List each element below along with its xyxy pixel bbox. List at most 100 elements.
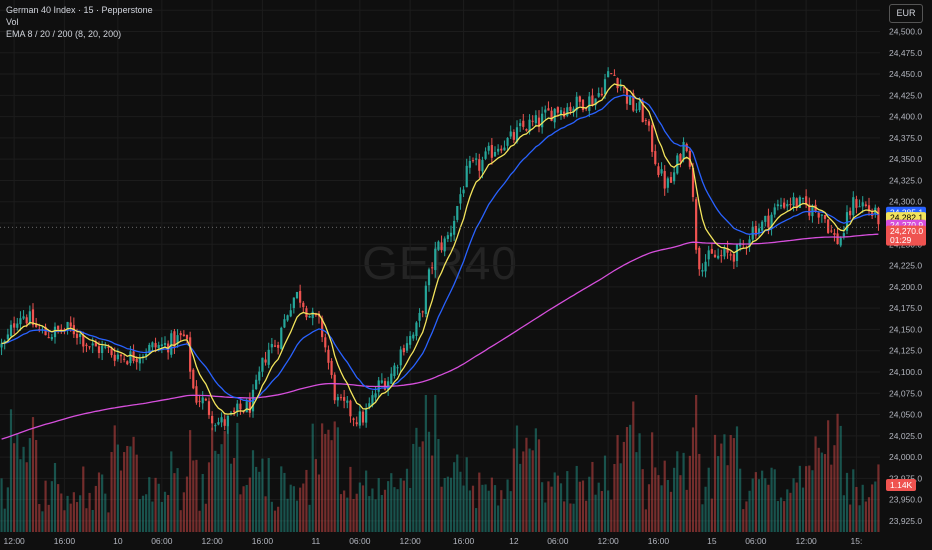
x-tick-label: 15: <box>851 536 863 546</box>
currency-button[interactable]: EUR <box>889 4 923 23</box>
candle-body <box>591 95 594 106</box>
volume-bar <box>69 503 72 532</box>
candle-body <box>405 343 409 351</box>
volume-bar <box>123 452 126 532</box>
volume-bar <box>698 453 701 532</box>
candle-body <box>409 336 412 345</box>
candle-body <box>855 199 858 208</box>
volume-bar <box>512 448 515 532</box>
candle-body <box>798 197 801 208</box>
candle-body <box>6 334 9 340</box>
volume-bar <box>456 454 459 532</box>
candle-body <box>471 160 475 162</box>
candle-body <box>519 123 522 127</box>
candle-body <box>97 346 101 353</box>
volume-bar <box>104 493 107 532</box>
volume-bar <box>663 460 666 532</box>
volume-bar <box>839 425 842 532</box>
volume-bar <box>641 469 644 532</box>
volume-bar <box>732 438 735 532</box>
candle-body <box>594 98 597 106</box>
volume-bar <box>126 445 129 532</box>
volume-bar <box>217 453 220 532</box>
candle-body <box>453 221 456 235</box>
volume-bar <box>145 494 148 532</box>
volume-bar <box>110 452 113 532</box>
candle-body <box>553 108 556 123</box>
candle-body <box>475 158 478 160</box>
y-tick-label: 24,050.0 <box>889 410 922 420</box>
volume-bar <box>745 501 748 532</box>
x-tick-label: 12 <box>509 536 519 546</box>
volume-bar <box>805 466 808 532</box>
volume-bar <box>475 508 478 532</box>
candle-body <box>176 335 179 345</box>
candle-body <box>607 71 610 78</box>
volume-bar <box>877 464 880 532</box>
candle-body <box>720 255 723 257</box>
x-tick-label: 16:00 <box>54 536 76 546</box>
volume-bar <box>195 459 198 532</box>
candle-body <box>531 120 534 122</box>
volume-bar <box>91 509 94 532</box>
volume-bar <box>94 485 97 532</box>
volume-bar <box>575 465 578 532</box>
volume-bar <box>559 483 563 532</box>
y-tick-label: 24,350.0 <box>889 154 922 164</box>
volume-bar <box>808 465 811 532</box>
candle-body <box>830 230 833 232</box>
volume-bar <box>578 481 581 532</box>
candle-body <box>559 110 563 115</box>
volume-bar <box>277 506 280 532</box>
candle-body <box>685 143 688 152</box>
volume-bar <box>176 468 179 532</box>
candle-body <box>613 74 616 76</box>
ema8-line <box>1 83 879 415</box>
candle-body <box>713 254 717 258</box>
candle-body <box>578 96 581 102</box>
volume-bar <box>317 474 321 532</box>
volume-bar <box>603 455 607 532</box>
candle-body <box>556 107 559 113</box>
y-tick-label: 24,100.0 <box>889 367 922 377</box>
volume-bar <box>365 470 368 532</box>
volume-bar <box>333 421 336 532</box>
legend-ema[interactable]: EMA 8 / 20 / 200 (8, 20, 200) <box>6 29 122 39</box>
volume-bar <box>591 461 594 532</box>
volume-bar <box>506 479 509 532</box>
legend-title[interactable]: German 40 Index · 15 · Pepperstone <box>6 5 153 15</box>
x-tick-label: 12:00 <box>202 536 224 546</box>
candle-body <box>283 319 286 328</box>
candle-body <box>827 219 830 233</box>
volume-bar <box>198 510 201 532</box>
candle-body <box>588 96 591 111</box>
volume-bar <box>525 437 528 532</box>
candle-body <box>22 316 25 319</box>
volume-bar <box>3 508 6 532</box>
volume-bar <box>858 505 861 532</box>
volume-bar <box>25 462 28 532</box>
volume-bar <box>82 466 85 532</box>
candle-body <box>47 337 50 339</box>
volume-bar <box>160 501 163 532</box>
candle-body <box>660 169 663 174</box>
candle-body <box>412 334 415 339</box>
candle-body <box>371 395 374 406</box>
candle-body <box>717 255 720 259</box>
volume-bar <box>324 433 327 532</box>
y-tick-label: 24,150.0 <box>889 324 922 334</box>
volume-bar <box>239 494 242 532</box>
volume-bar <box>201 473 204 532</box>
candle-body <box>267 349 270 365</box>
volume-bar <box>9 409 13 532</box>
volume-bar <box>449 477 453 532</box>
candle-body <box>783 202 786 208</box>
candle-body <box>343 397 346 401</box>
legend-vol[interactable]: Vol <box>6 17 19 27</box>
candle-body <box>547 108 550 111</box>
candle-body <box>641 101 644 123</box>
candle-body <box>754 225 757 236</box>
volume-bar <box>594 494 597 532</box>
